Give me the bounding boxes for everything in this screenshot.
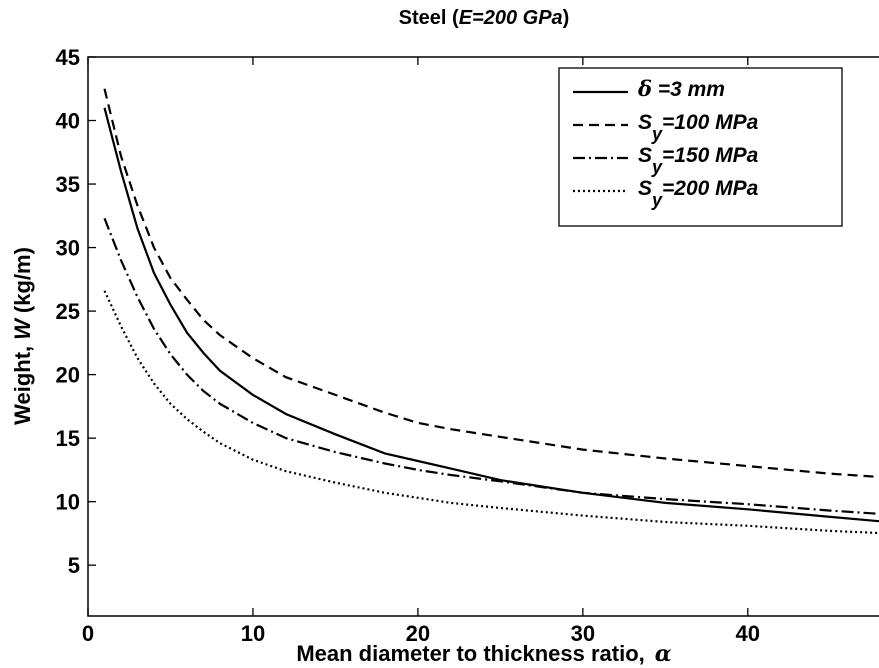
y-tick-label: 40: [56, 109, 80, 134]
y-tick-label: 10: [56, 490, 80, 515]
y-tick-label: 35: [56, 172, 80, 197]
legend-label-4: Sy=200 MPa: [638, 177, 759, 210]
legend-box: [558, 67, 843, 227]
curves: [103, 88, 879, 535]
x-axis-ticks: 0 10 20 30 40: [82, 57, 760, 646]
chart-title: Steel (E=200 GPa): [399, 7, 570, 29]
x-tick-label: 30: [571, 621, 595, 646]
plot-area: [87, 56, 879, 617]
y-tick-label: 5: [68, 553, 80, 578]
x-axis-label: Mean diameter to thickness ratio, α: [296, 641, 671, 667]
y-axis-label: Weight,W(kg/m): [10, 247, 35, 425]
y-tick-label: 30: [56, 236, 80, 261]
x-tick-label: 40: [736, 621, 760, 646]
y-tick-label: 20: [56, 363, 80, 388]
y-axis-ticks: 5 10 15 20 25 30 35 40 45: [56, 45, 96, 578]
series-line-4: [103, 290, 879, 535]
series-line-1: [103, 107, 879, 523]
y-tick-label: 25: [56, 299, 80, 324]
legend-label-1: δ =3 mm: [637, 76, 725, 101]
y-tick-label: 45: [56, 45, 80, 70]
y-tick-label: 15: [56, 426, 80, 451]
series-line-3: [103, 217, 879, 515]
x-tick-label: 0: [82, 621, 94, 646]
x-tick-label: 10: [241, 621, 265, 646]
legend-label-3: Sy=150 MPa: [638, 144, 759, 177]
x-tick-label: 20: [406, 621, 430, 646]
legend-label-2: Sy=100 MPa: [638, 111, 759, 144]
